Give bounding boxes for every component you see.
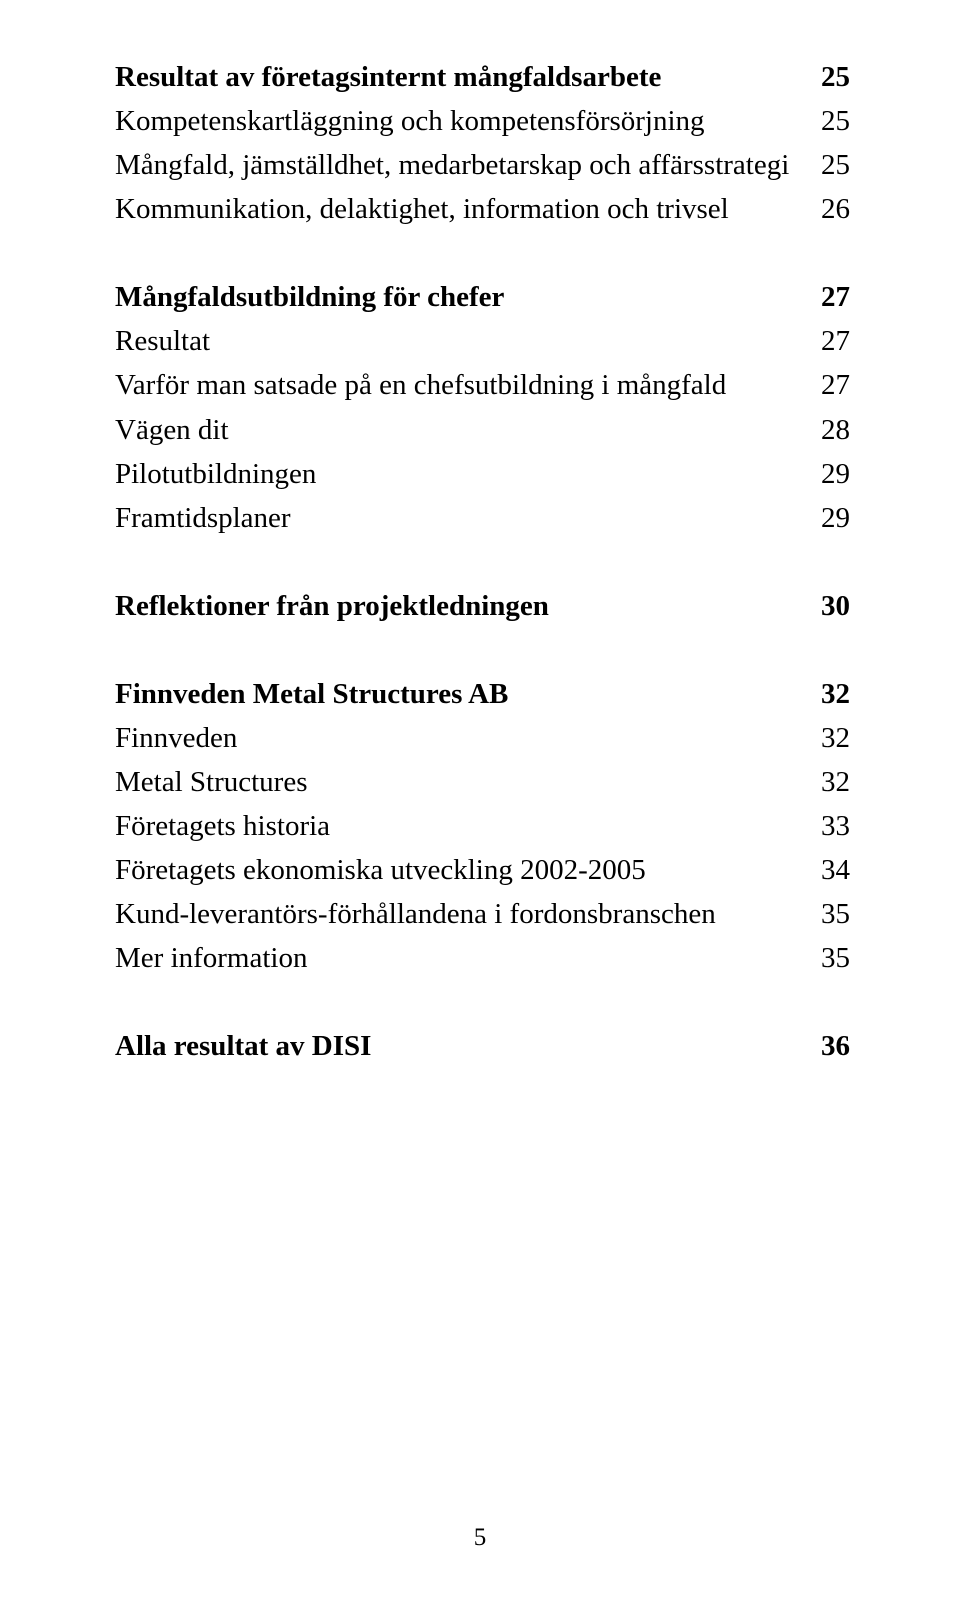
toc-gap [115, 540, 850, 584]
toc-row: Varför man satsade på en chefsutbildning… [115, 363, 850, 407]
toc-page-number: 27 [810, 275, 850, 319]
toc-page-number: 34 [810, 848, 850, 892]
toc-label: Mångfald, jämställdhet, medarbetarskap o… [115, 143, 789, 187]
toc-page-number: 32 [810, 672, 850, 716]
toc-row: Finnveden Metal Structures AB 32 [115, 672, 850, 716]
toc-row: Mer information 35 [115, 936, 850, 980]
toc-label: Pilotutbildningen [115, 452, 316, 496]
toc-page-number: 36 [810, 1024, 850, 1068]
toc-page-number: 25 [810, 99, 850, 143]
toc-label: Mer information [115, 936, 307, 980]
toc-page-number: 29 [810, 452, 850, 496]
toc-row: Företagets historia 33 [115, 804, 850, 848]
toc-label: Mångfaldsutbildning för chefer [115, 275, 504, 319]
toc-page-number: 25 [810, 55, 850, 99]
toc-label: Resultat av företagsinternt mångfaldsarb… [115, 55, 661, 99]
toc-row: Mångfald, jämställdhet, medarbetarskap o… [115, 143, 850, 187]
toc-row: Mångfaldsutbildning för chefer 27 [115, 275, 850, 319]
toc-row: Alla resultat av DISI 36 [115, 1024, 850, 1068]
toc-gap [115, 231, 850, 275]
toc-row: Framtidsplaner 29 [115, 496, 850, 540]
toc-row: Pilotutbildningen 29 [115, 452, 850, 496]
toc-page-number: 29 [810, 496, 850, 540]
toc-label: Varför man satsade på en chefsutbildning… [115, 363, 726, 407]
toc-label: Kund-leverantörs-förhållandena i fordons… [115, 892, 716, 936]
page-number: 5 [0, 1524, 960, 1552]
toc-label: Finnveden Metal Structures AB [115, 672, 508, 716]
toc-page-number: 35 [810, 936, 850, 980]
toc-label: Metal Structures [115, 760, 307, 804]
table-of-contents: Resultat av företagsinternt mångfaldsarb… [115, 55, 850, 1068]
toc-row: Resultat 27 [115, 319, 850, 363]
toc-label: Kompetenskartläggning och kompetensförsö… [115, 99, 705, 143]
toc-label: Alla resultat av DISI [115, 1024, 371, 1068]
toc-row: Företagets ekonomiska utveckling 2002-20… [115, 848, 850, 892]
toc-page-number: 26 [810, 187, 850, 231]
toc-row: Vägen dit 28 [115, 408, 850, 452]
toc-label: Kommunikation, delaktighet, information … [115, 187, 729, 231]
toc-label: Företagets historia [115, 804, 330, 848]
toc-page-number: 28 [810, 408, 850, 452]
page: Resultat av företagsinternt mångfaldsarb… [0, 0, 960, 1606]
toc-label: Företagets ekonomiska utveckling 2002-20… [115, 848, 646, 892]
toc-page-number: 30 [810, 584, 850, 628]
toc-row: Metal Structures 32 [115, 760, 850, 804]
toc-row: Kompetenskartläggning och kompetensförsö… [115, 99, 850, 143]
toc-page-number: 35 [810, 892, 850, 936]
toc-page-number: 33 [810, 804, 850, 848]
toc-label: Finnveden [115, 716, 237, 760]
toc-page-number: 32 [810, 716, 850, 760]
toc-page-number: 27 [810, 363, 850, 407]
toc-page-number: 32 [810, 760, 850, 804]
toc-page-number: 27 [810, 319, 850, 363]
toc-gap [115, 980, 850, 1024]
toc-gap [115, 628, 850, 672]
toc-label: Framtidsplaner [115, 496, 291, 540]
toc-row: Resultat av företagsinternt mångfaldsarb… [115, 55, 850, 99]
toc-row: Finnveden 32 [115, 716, 850, 760]
toc-label: Vägen dit [115, 408, 229, 452]
toc-label: Resultat [115, 319, 210, 363]
toc-row: Kommunikation, delaktighet, information … [115, 187, 850, 231]
toc-page-number: 25 [810, 143, 850, 187]
toc-label: Reflektioner från projektledningen [115, 584, 549, 628]
toc-row: Reflektioner från projektledningen 30 [115, 584, 850, 628]
toc-row: Kund-leverantörs-förhållandena i fordons… [115, 892, 850, 936]
